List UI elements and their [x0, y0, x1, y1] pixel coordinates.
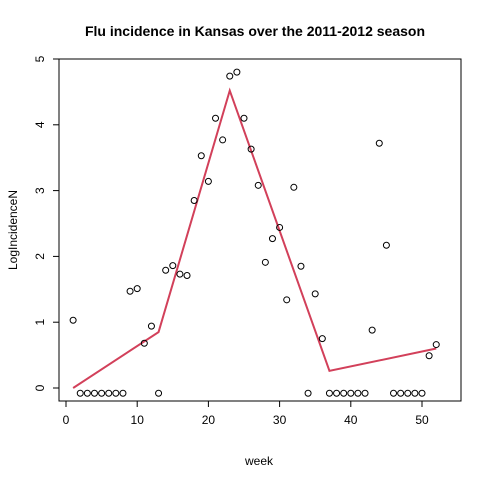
data-point: [340, 389, 348, 397]
data-point: [425, 352, 433, 360]
data-point: [98, 389, 106, 397]
data-point: [247, 145, 255, 153]
data-point: [76, 389, 84, 397]
x-tick-label: 40: [344, 413, 358, 427]
data-point: [347, 389, 355, 397]
data-point: [404, 389, 412, 397]
data-point: [219, 136, 227, 144]
x-tick-label: 0: [63, 413, 70, 427]
data-point: [283, 296, 291, 304]
data-point: [268, 235, 276, 243]
data-point: [318, 335, 326, 343]
data-point: [297, 262, 305, 270]
fit-line: [72, 87, 437, 389]
data-point: [325, 389, 333, 397]
data-point: [390, 389, 398, 397]
data-point: [375, 139, 383, 147]
data-point: [411, 389, 419, 397]
data-point: [276, 223, 284, 231]
y-tick-label: 4: [33, 121, 47, 128]
data-point: [126, 287, 134, 295]
x-tick-label: 30: [273, 413, 287, 427]
data-point: [333, 389, 341, 397]
data-point: [418, 389, 426, 397]
data-point: [83, 389, 91, 397]
data-point: [90, 389, 98, 397]
data-point: [432, 341, 440, 349]
data-point: [354, 389, 362, 397]
data-point: [147, 322, 155, 330]
y-tick-label: 1: [33, 319, 47, 326]
data-point: [304, 389, 312, 397]
data-point: [155, 389, 163, 397]
y-tick-label: 3: [33, 187, 47, 194]
y-axis: 0 1 2 3 4 5: [33, 55, 59, 391]
data-point: [382, 241, 390, 249]
data-point: [311, 290, 319, 298]
x-tick-label: 20: [202, 413, 216, 427]
data-point: [254, 181, 262, 189]
data-point: [112, 389, 120, 397]
y-axis-label: LogIncidenceN: [6, 190, 20, 270]
data-point: [176, 270, 184, 278]
data-point: [361, 389, 369, 397]
data-point: [183, 271, 191, 279]
data-point: [119, 389, 127, 397]
plot-frame: [58, 58, 462, 402]
data-point: [69, 316, 77, 324]
data-point: [240, 114, 248, 122]
data-point: [290, 183, 298, 191]
points-series: [69, 68, 440, 397]
data-point: [233, 68, 241, 76]
data-point: [397, 389, 405, 397]
data-point: [197, 152, 205, 160]
y-tick-label: 5: [33, 55, 47, 62]
data-point: [204, 177, 212, 185]
data-point: [226, 72, 234, 80]
x-tick-label: 10: [131, 413, 145, 427]
y-tick-label: 0: [33, 384, 47, 391]
data-point: [133, 285, 141, 293]
data-point: [212, 114, 220, 122]
y-tick-label: 2: [33, 253, 47, 260]
data-point: [190, 196, 198, 204]
x-axis-label: week: [244, 454, 274, 468]
data-point: [162, 266, 170, 274]
data-point: [105, 389, 113, 397]
data-point: [368, 326, 376, 334]
chart-title: Flu incidence in Kansas over the 2011-20…: [85, 23, 425, 39]
x-tick-label: 50: [415, 413, 429, 427]
data-point: [140, 339, 148, 347]
fit-line-series: [72, 87, 437, 389]
x-axis: 0 10 20 30 40 50: [63, 401, 429, 427]
data-point: [261, 258, 269, 266]
data-point: [169, 262, 177, 270]
